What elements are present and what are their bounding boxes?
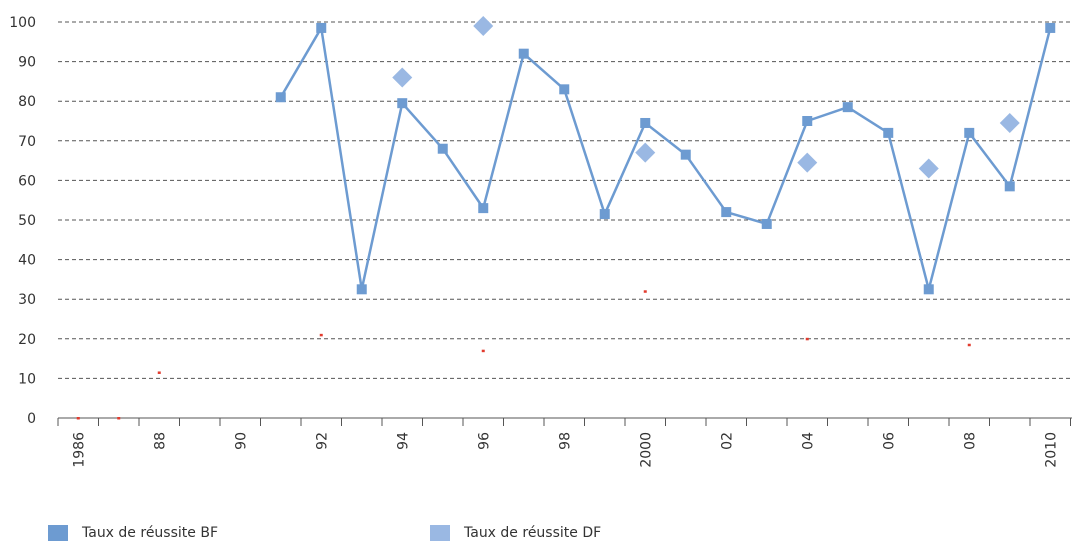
x-tick-label: 04 [800,432,816,450]
data-point-square [802,116,813,126]
data-point-square [761,218,772,229]
data-point-square [1004,181,1015,192]
y-tick-label: 60 [18,173,36,189]
legend-label-bf: Taux de réussite BF [82,525,218,541]
x-tick-label: 98 [557,432,573,450]
legend-swatch-df [430,525,450,541]
data-point-square [397,98,408,109]
data-point-diamond [473,15,494,36]
x-tick-label: 94 [395,432,411,450]
data-point-dot [481,349,485,353]
data-point-square [275,92,286,103]
y-tick-label: 100 [9,15,36,31]
legend-swatch-bf [48,525,68,541]
y-tick-label: 80 [18,94,36,110]
data-point-square [923,284,934,295]
data-point-diamond [635,142,656,163]
data-point-square [599,209,610,220]
gridlines [58,21,1072,379]
data-point-square [316,22,327,33]
data-point-dot [805,337,809,341]
x-tick-label: 90 [233,432,249,450]
data-point-diamond [797,152,818,173]
data-point-square [640,117,651,128]
data-point-square [356,284,367,295]
data-point-dot [319,333,323,337]
y-tick-label: 50 [18,213,36,229]
data-point-square [883,127,894,138]
y-tick-label: 40 [18,253,36,269]
data-point-square [680,149,691,160]
data-point-diamond [392,67,413,88]
data-point-dot [117,417,121,420]
y-tick-label: 70 [18,134,36,150]
data-point-square [1045,22,1056,33]
x-tick-label: 92 [314,432,330,450]
data-point-square [559,84,570,95]
x-axis: 1986 88 90 92 94 96 98 2000 02 04 06 08 2010 [57,417,1072,468]
data-point-square [842,102,853,113]
y-tick-label: 10 [18,371,36,387]
data-point-diamond [918,158,939,179]
data-point-square [437,143,448,154]
legend-label-df: Taux de réussite DF [464,525,602,541]
data-point-dot [643,290,647,293]
series-0 [275,22,1056,295]
legend-item-bf: Taux de réussite BF [48,525,218,541]
x-tick-label: 08 [962,432,978,450]
x-tick-label: 02 [719,432,735,450]
y-tick-label: 30 [18,292,36,308]
data-point-dot [76,417,80,420]
legend-item-df: Taux de réussite DF [430,525,601,541]
data-point-square [721,207,732,218]
series-2 [76,290,971,420]
y-tick-label: 0 [27,411,36,427]
data-point-diamond [999,112,1020,133]
y-axis: 0 10 20 30 40 50 60 70 80 90 100 [9,15,36,427]
data-point-dot [967,343,971,347]
data-point-square [518,48,529,59]
y-tick-label: 90 [18,55,36,71]
data-point-square [478,203,489,214]
series-1 [392,15,1020,179]
x-tick-label: 2000 [638,432,654,468]
plot-area [76,15,1056,420]
series-line [279,26,1052,291]
x-tick-label: 88 [152,432,168,450]
x-tick-label: 1986 [71,432,87,468]
data-point-dot [157,371,161,374]
y-tick-label: 20 [18,332,36,348]
x-tick-label: 06 [881,432,897,450]
x-tick-label: 2010 [1043,432,1059,468]
x-tick-label: 96 [476,432,492,450]
data-point-square [964,127,975,138]
